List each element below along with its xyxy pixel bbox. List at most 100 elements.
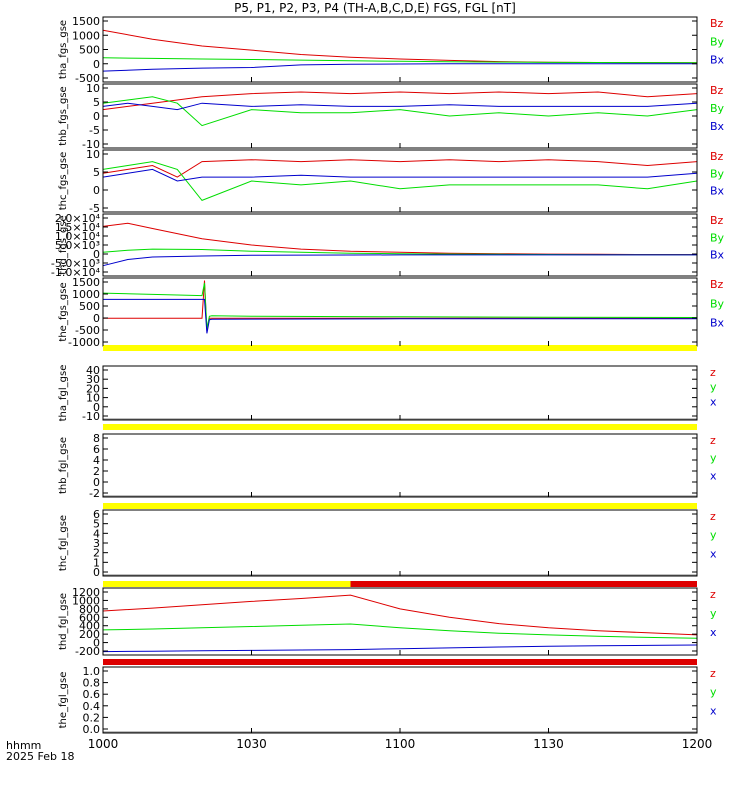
xtick-label: 1200 (682, 737, 713, 751)
ylabel-thc_fgs_gse: thc_fgs_gse (58, 152, 69, 211)
xtick-label: 1100 (385, 737, 416, 751)
ytick-label: -5 (89, 202, 100, 215)
ytick-label: 0 (93, 476, 100, 489)
legend-the_fgl_gse-y: y (710, 686, 717, 699)
ytick-label: 20 (86, 382, 100, 395)
series-tha_fgs_gse-By (102, 57, 698, 64)
ylabel-thb_fgl_gse: thb_fgl_gse (58, 437, 69, 494)
legend-thc_fgl_gse-z: z (710, 510, 716, 523)
legend-tha_fgs_gse-By: By (710, 35, 725, 48)
ytick-label: 10 (86, 392, 100, 405)
status-bar-thb_fgl_gse (103, 424, 697, 430)
legend-the_fgl_gse-x: x (710, 704, 717, 717)
panel-frame-tha_fgs_gse (102, 16, 698, 83)
series-thb_fgs_gse-By (102, 96, 698, 127)
ytick-label: 0.4 (83, 700, 101, 713)
ylabel-thb_fgs_gse: thb_fgs_gse (58, 86, 69, 145)
series-the_fgs_gse-By (102, 282, 698, 329)
panel-frame-thd_fgs_gse (102, 213, 698, 277)
series-thb_fgs_gse-Bx (102, 102, 698, 111)
panel-frame-the_fgs_gse (102, 277, 698, 347)
ytick-label: 40 (86, 364, 100, 377)
ytick-label: -1.0×10⁴ (51, 266, 101, 279)
ytick-label: 500 (79, 44, 100, 57)
ytick-label: -500 (75, 324, 100, 337)
ytick-label: 800 (79, 603, 100, 616)
ylabel-thd_fgl_gse: thd_fgl_gse (58, 593, 69, 650)
ylabel-the_fgs_gse: the_fgs_gse (58, 282, 69, 341)
ytick-label: 1200 (72, 586, 100, 599)
series-thd_fgs_gse-Bx (102, 254, 697, 267)
time-axis-label: hhmm (6, 739, 42, 752)
ytick-label: 0.8 (83, 677, 101, 690)
ytick-label: -1000 (68, 336, 100, 349)
ytick-label: -5 (89, 124, 100, 137)
series-thc_fgs_gse-By (102, 161, 698, 202)
series-thc_fgs_gse-Bx (102, 168, 698, 182)
date-label: 2025 Feb 18 (6, 750, 75, 763)
ytick-label: 1.0×10⁴ (55, 230, 101, 243)
legend-tha_fgl_gse-x: x (710, 395, 717, 408)
panel-frame-thc_fgs_gse (102, 149, 698, 213)
ytick-label: 5 (93, 166, 100, 179)
ytick-label: 1.5×10⁴ (55, 221, 101, 234)
series-tha_fgs_gse-Bz (102, 29, 698, 64)
legend-tha_fgl_gse-z: z (710, 366, 716, 379)
ytick-label: -2 (89, 487, 100, 500)
ytick-label: 0 (93, 58, 100, 71)
ytick-label: 200 (79, 628, 100, 641)
ytick-label: 1000 (72, 594, 100, 607)
ytick-label: 1.0 (83, 665, 101, 678)
panel-frame-the_fgl_gse (102, 666, 698, 734)
ylabel-the_fgl_gse: the_fgl_gse (58, 672, 69, 729)
ytick-label: 8 (93, 432, 100, 445)
ytick-label: -5.0×10³ (51, 257, 100, 270)
ytick-label: 4 (93, 527, 100, 540)
panel-frame-thc_fgl_gse (102, 509, 698, 577)
legend-thb_fgl_gse-y: y (710, 452, 717, 465)
ytick-label: 1000 (72, 29, 100, 42)
panel-frame-thb_fgl_gse (102, 433, 698, 498)
ytick-label: 0.0 (83, 723, 101, 736)
ytick-label: 10 (86, 148, 100, 161)
ytick-label: 0 (93, 312, 100, 325)
ytick-label: 30 (86, 373, 100, 386)
ytick-label: 0.6 (83, 688, 101, 701)
ytick-label: 0 (93, 637, 100, 650)
ytick-label: 500 (79, 300, 100, 313)
legend-thb_fgs_gse-Bx: Bx (710, 120, 725, 133)
series-the_fgs_gse-Bz (103, 280, 697, 331)
series-thd_fgl_gse-y (102, 623, 698, 639)
ytick-label: 5.0×10³ (55, 239, 100, 252)
ylabel-tha_fgs_gse: tha_fgs_gse (58, 20, 69, 79)
legend-thb_fgs_gse-By: By (710, 102, 725, 115)
ytick-label: 3 (93, 537, 100, 550)
ytick-label: -10 (82, 138, 100, 151)
ytick-label: 10 (86, 82, 100, 95)
legend-thb_fgl_gse-z: z (710, 434, 716, 447)
ytick-label: 1000 (72, 288, 100, 301)
ytick-label: 0 (93, 401, 100, 414)
status-bar-thc_fgl_gse (103, 503, 697, 509)
ytick-label: 6 (93, 443, 100, 456)
ylabel-tha_fgl_gse: tha_fgl_gse (58, 365, 69, 422)
chart-title: P5, P1, P2, P3, P4 (TH-A,B,C,D,E) FGS, F… (234, 1, 516, 15)
legend-tha_fgl_gse-y: y (710, 381, 717, 394)
legend-thc_fgs_gse-Bx: Bx (710, 185, 725, 198)
status-bar-tha_fgl_gse (103, 345, 697, 351)
legend-thc_fgl_gse-x: x (710, 547, 717, 560)
ytick-label: -10 (82, 410, 100, 423)
legend-thd_fgl_gse-z: z (710, 588, 716, 601)
panel-frame-thd_fgl_gse (102, 587, 698, 656)
series-the_fgs_gse-Bx (103, 298, 697, 334)
panel-frame-tha_fgl_gse (102, 365, 698, 421)
legend-thb_fgs_gse-Bz: Bz (710, 84, 724, 97)
ytick-label: 2.0×10⁴ (55, 212, 101, 225)
ytick-label: 4 (93, 454, 100, 467)
legend-thc_fgs_gse-Bz: Bz (710, 150, 724, 163)
legend-thd_fgl_gse-y: y (710, 607, 717, 620)
ytick-label: 2 (93, 547, 100, 560)
status-bar-thd_fgl_gse (103, 581, 351, 587)
series-thd_fgl_gse-x (102, 644, 698, 653)
